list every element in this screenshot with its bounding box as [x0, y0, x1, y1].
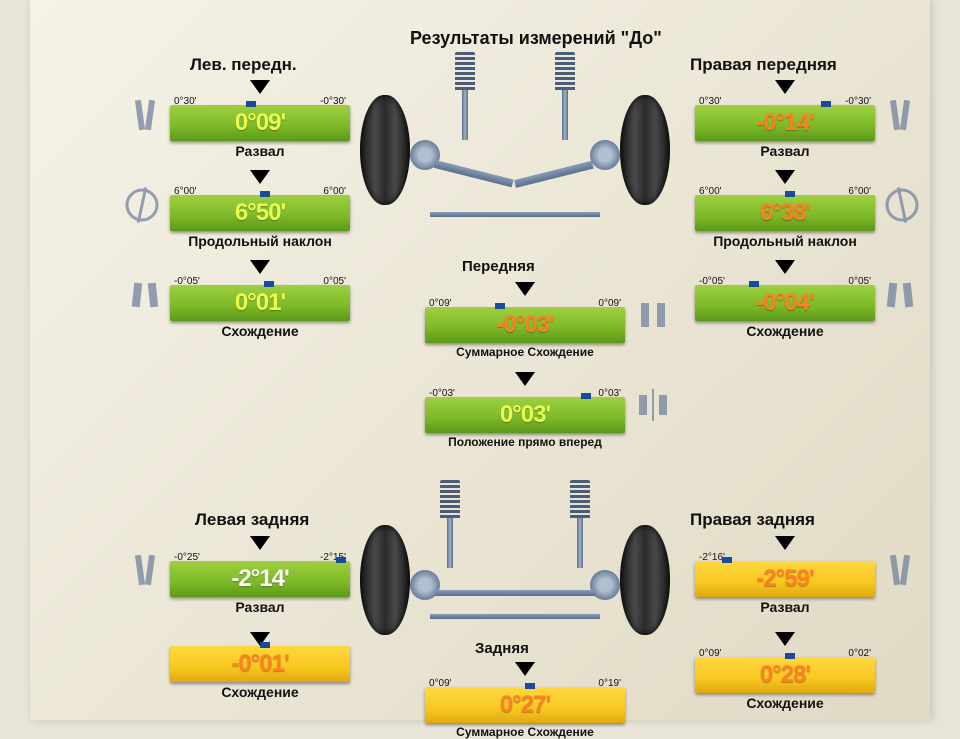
front-left-heading: Лев. передн. [190, 55, 297, 75]
marker-notch [336, 557, 346, 563]
measurement-label: Схождение [170, 684, 350, 700]
front-right-heading: Правая передняя [690, 55, 837, 75]
measured-value: 6°50' [235, 199, 285, 227]
marker-notch [525, 683, 535, 689]
value-bar: 0°01' [170, 285, 350, 321]
measured-value: 6°38' [760, 199, 810, 227]
camber-icon [125, 95, 165, 135]
arrow-down-icon [775, 260, 795, 274]
marker-notch [260, 642, 270, 648]
rear-right-heading: Правая задняя [690, 510, 815, 530]
marker-notch [246, 101, 256, 107]
arrow-down-icon [250, 80, 270, 94]
thrust-icon [633, 385, 673, 425]
arrow-down-icon [515, 282, 535, 296]
measured-value: -0°04' [756, 289, 813, 317]
measured-value: -0°03' [496, 311, 553, 339]
arrow-down-icon [775, 632, 795, 646]
toe-icon [125, 275, 165, 315]
value-bar: 0°28' [695, 657, 875, 693]
value-bar: -0°03' [425, 307, 625, 343]
measurement-label: Развал [170, 599, 350, 615]
camber-icon [880, 550, 920, 590]
fr-caster: 6°00'6°00'6°38'Продольный наклон [695, 168, 875, 249]
measured-value: 0°09' [235, 109, 285, 137]
value-bar: -0°01' [170, 646, 350, 682]
value-bar: -0°14' [695, 105, 875, 141]
marker-notch [581, 393, 591, 399]
measured-value: -0°01' [231, 650, 288, 678]
measurement-label: Продольный наклон [170, 233, 350, 249]
toe-icon [880, 275, 920, 315]
measured-value: -2°59' [756, 565, 813, 593]
rr-camber: -2°16'-2°59'Развал [695, 534, 875, 615]
marker-notch [260, 191, 270, 197]
value-bar: -2°14' [170, 561, 350, 597]
marker-notch [785, 653, 795, 659]
measurement-label: Развал [695, 599, 875, 615]
measurement-label: Продольный наклон [695, 233, 875, 249]
measurement-label: Суммарное Схождение [425, 725, 625, 739]
value-bar: 6°38' [695, 195, 875, 231]
marker-notch [749, 281, 759, 287]
fl-camber: 0°30'-0°30'0°09'Развал [170, 78, 350, 159]
measured-value: 0°01' [235, 289, 285, 317]
value-bar: -2°59' [695, 561, 875, 597]
measurement-label: Развал [170, 143, 350, 159]
marker-notch [785, 191, 795, 197]
measured-value: -2°14' [231, 565, 288, 593]
value-bar: 6°50' [170, 195, 350, 231]
rl-camber: -0°25'-2°15'-2°14'Развал [170, 534, 350, 615]
caster-icon [122, 185, 162, 225]
fr-camber: 0°30'-0°30'-0°14'Развал [695, 78, 875, 159]
measured-value: -0°14' [756, 109, 813, 137]
rear-left-heading: Левая задняя [195, 510, 309, 530]
measurement-label: Схождение [695, 323, 875, 339]
measurement-label: Схождение [170, 323, 350, 339]
value-bar: 0°03' [425, 397, 625, 433]
main-title: Результаты измерений "До" [410, 28, 662, 49]
measurement-label: Положение прямо вперед [425, 435, 625, 449]
arrow-down-icon [775, 536, 795, 550]
rl-toe: -0°01' Схождение [170, 630, 350, 700]
measured-value: 0°27' [500, 691, 550, 719]
value-bar: -0°04' [695, 285, 875, 321]
camber-icon [880, 95, 920, 135]
fl-toe: -0°05'0°05'0°01'Схождение [170, 258, 350, 339]
arrow-down-icon [775, 170, 795, 184]
rear-center-heading: Задняя [475, 640, 529, 657]
fc-thrust: -0°03'0°03'0°03'Положение прямо вперед [425, 370, 625, 449]
rr-toe: 0°09'0°02'0°28'Схождение [695, 630, 875, 711]
front-center-heading: Передняя [462, 258, 535, 275]
measurement-label: Схождение [695, 695, 875, 711]
camber-icon [125, 550, 165, 590]
printout-paper: Результаты измерений "До" [30, 0, 930, 720]
marker-notch [821, 101, 831, 107]
marker-notch [264, 281, 274, 287]
measured-value: 0°03' [500, 401, 550, 429]
toe-icon [633, 295, 673, 335]
arrow-down-icon [775, 80, 795, 94]
arrow-down-icon [250, 536, 270, 550]
measurement-label: Развал [695, 143, 875, 159]
fl-caster: 6°00'6°00'6°50'Продольный наклон [170, 168, 350, 249]
measured-value: 0°28' [760, 661, 810, 689]
marker-notch [722, 557, 732, 563]
rc-total-toe: 0°09'0°19'0°27'Суммарное Схождение [425, 660, 625, 739]
arrow-down-icon [250, 170, 270, 184]
fc-total-toe: 0°09'0°09'-0°03'Суммарное Схождение [425, 280, 625, 359]
caster-icon [882, 185, 922, 225]
arrow-down-icon [515, 372, 535, 386]
value-bar: 0°27' [425, 687, 625, 723]
value-bar: 0°09' [170, 105, 350, 141]
measurement-label: Суммарное Схождение [425, 345, 625, 359]
fr-toe: -0°05'0°05'-0°04'Схождение [695, 258, 875, 339]
marker-notch [495, 303, 505, 309]
arrow-down-icon [515, 662, 535, 676]
arrow-down-icon [250, 260, 270, 274]
